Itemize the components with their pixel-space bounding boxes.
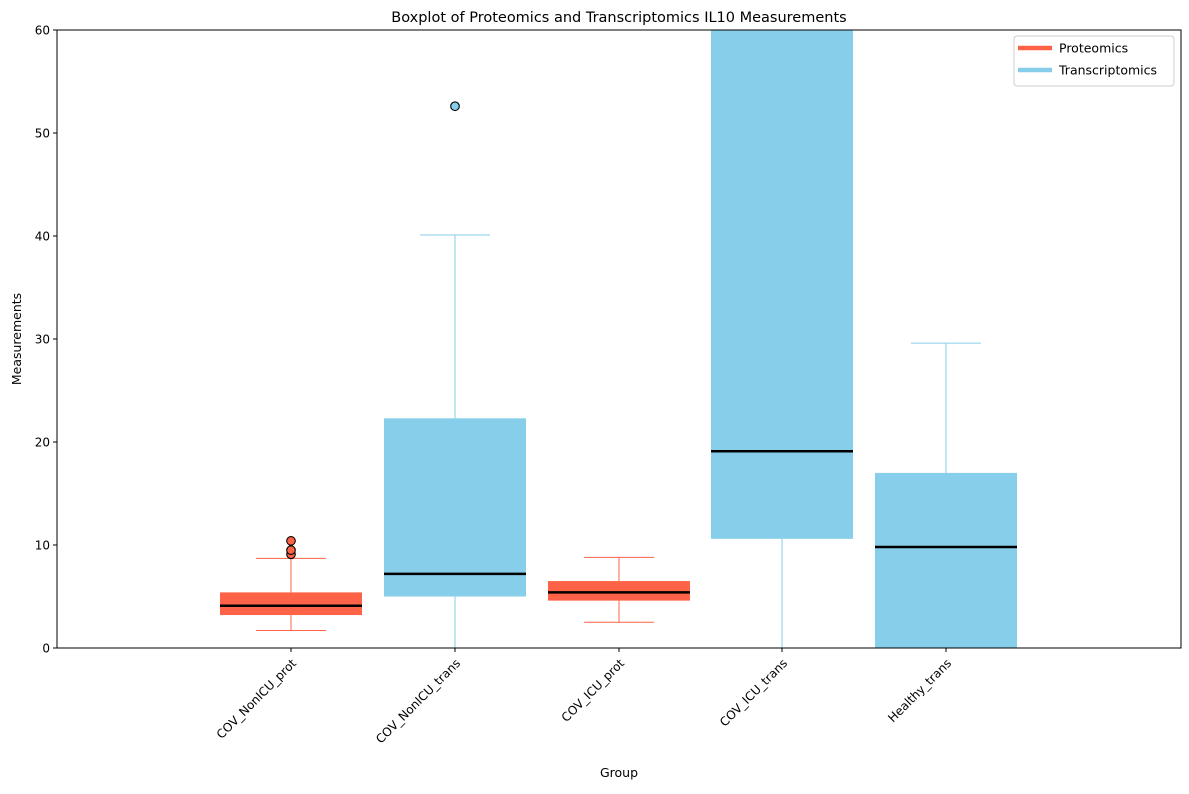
- x-tick-label: Healthy_trans: [885, 656, 954, 725]
- box-body: [220, 592, 362, 616]
- box-COV_ICU_prot: [548, 556, 690, 623]
- y-tick-label: 0: [42, 642, 50, 656]
- box-Healthy_trans: [875, 342, 1017, 648]
- chart-title: Boxplot of Proteomics and Transcriptomic…: [391, 10, 846, 26]
- y-axis: 0 10 20 30 40 50 60: [35, 24, 57, 656]
- y-tick-label: 60: [35, 24, 50, 38]
- legend-label: Transcriptomics: [1058, 63, 1157, 78]
- y-tick-label: 50: [35, 127, 50, 141]
- box-body: [548, 581, 690, 601]
- outlier-point: [450, 101, 460, 112]
- boxes-layer: [220, 30, 1017, 648]
- y-tick-label: 30: [35, 333, 50, 347]
- box-body: [875, 472, 1017, 648]
- legend-frame: [1013, 35, 1175, 87]
- box-body: [384, 418, 526, 597]
- outlier-point: [286, 545, 296, 556]
- x-tick-label: COV_NonICU_trans: [373, 656, 463, 746]
- outlier-point: [286, 536, 296, 546]
- legend: Proteomics Transcriptomics: [1013, 35, 1175, 87]
- box-body: [711, 30, 853, 539]
- x-tick-label: COV_ICU_trans: [717, 656, 790, 729]
- legend-label: Proteomics: [1059, 41, 1128, 56]
- box-COV_ICU_trans: [711, 30, 853, 648]
- x-tick-label: COV_NonICU_prot: [214, 656, 300, 742]
- y-tick-label: 20: [35, 436, 50, 450]
- y-tick-label: 10: [35, 539, 50, 553]
- box-COV_NonICU_trans: [384, 101, 526, 648]
- y-tick-label: 40: [35, 230, 50, 244]
- box-COV_NonICU_prot: [220, 536, 362, 631]
- x-tick-label: COV_ICU_prot: [559, 656, 628, 725]
- y-axis-label: Measurements: [9, 293, 24, 385]
- x-axis: COV_NonICU_prot COV_NonICU_trans COV_ICU_p…: [214, 648, 954, 746]
- x-axis-label: Group: [600, 765, 638, 780]
